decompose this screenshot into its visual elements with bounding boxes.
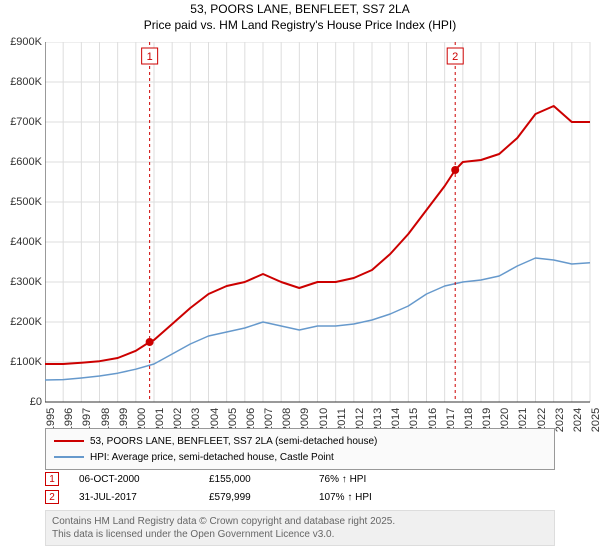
legend-row-2: HPI: Average price, semi-detached house,…: [54, 449, 546, 465]
y-tick-label: £200K: [10, 316, 42, 328]
title-line-2: Price paid vs. HM Land Registry's House …: [0, 18, 600, 34]
legend-label-2: HPI: Average price, semi-detached house,…: [90, 452, 334, 463]
y-tick-label: £800K: [10, 76, 42, 88]
y-tick-label: £0: [30, 396, 42, 408]
chart-svg: 12: [45, 42, 595, 422]
footer-attribution: Contains HM Land Registry data © Crown c…: [45, 510, 555, 546]
legend-box: 53, POORS LANE, BENFLEET, SS7 2LA (semi-…: [45, 428, 555, 470]
marker-badge-1: 1: [45, 472, 59, 486]
x-tick-label: 2025: [590, 408, 600, 432]
footer-line-1: Contains HM Land Registry data © Crown c…: [52, 515, 548, 528]
y-tick-label: £300K: [10, 276, 42, 288]
svg-text:1: 1: [147, 51, 153, 63]
title-block: 53, POORS LANE, BENFLEET, SS7 2LA Price …: [0, 0, 600, 33]
tx-pct-1: 76% ↑ HPI: [319, 474, 439, 485]
svg-text:2: 2: [452, 51, 458, 63]
y-tick-label: £700K: [10, 116, 42, 128]
y-tick-label: £100K: [10, 356, 42, 368]
transaction-row-1: 1 06-OCT-2000 £155,000 76% ↑ HPI: [45, 470, 555, 488]
tx-price-1: £155,000: [209, 474, 319, 485]
title-line-1: 53, POORS LANE, BENFLEET, SS7 2LA: [0, 2, 600, 18]
tx-date-1: 06-OCT-2000: [79, 474, 209, 485]
x-tick-label: 2023: [554, 408, 566, 432]
y-tick-label: £400K: [10, 236, 42, 248]
y-tick-label: £900K: [10, 36, 42, 48]
chart-plot-area: 12: [45, 42, 595, 422]
y-tick-label: £500K: [10, 196, 42, 208]
marker-badge-2: 2: [45, 490, 59, 504]
legend-swatch-1: [54, 440, 84, 442]
transaction-rows: 1 06-OCT-2000 £155,000 76% ↑ HPI 2 31-JU…: [45, 470, 555, 506]
legend-label-1: 53, POORS LANE, BENFLEET, SS7 2LA (semi-…: [90, 436, 377, 447]
tx-price-2: £579,999: [209, 492, 319, 503]
transaction-row-2: 2 31-JUL-2017 £579,999 107% ↑ HPI: [45, 488, 555, 506]
tx-date-2: 31-JUL-2017: [79, 492, 209, 503]
legend-swatch-2: [54, 456, 84, 458]
y-tick-label: £600K: [10, 156, 42, 168]
footer-line-2: This data is licensed under the Open Gov…: [52, 528, 548, 541]
tx-pct-2: 107% ↑ HPI: [319, 492, 439, 503]
chart-container: 53, POORS LANE, BENFLEET, SS7 2LA Price …: [0, 0, 600, 560]
legend-row-1: 53, POORS LANE, BENFLEET, SS7 2LA (semi-…: [54, 433, 546, 449]
x-tick-label: 2024: [572, 408, 584, 432]
